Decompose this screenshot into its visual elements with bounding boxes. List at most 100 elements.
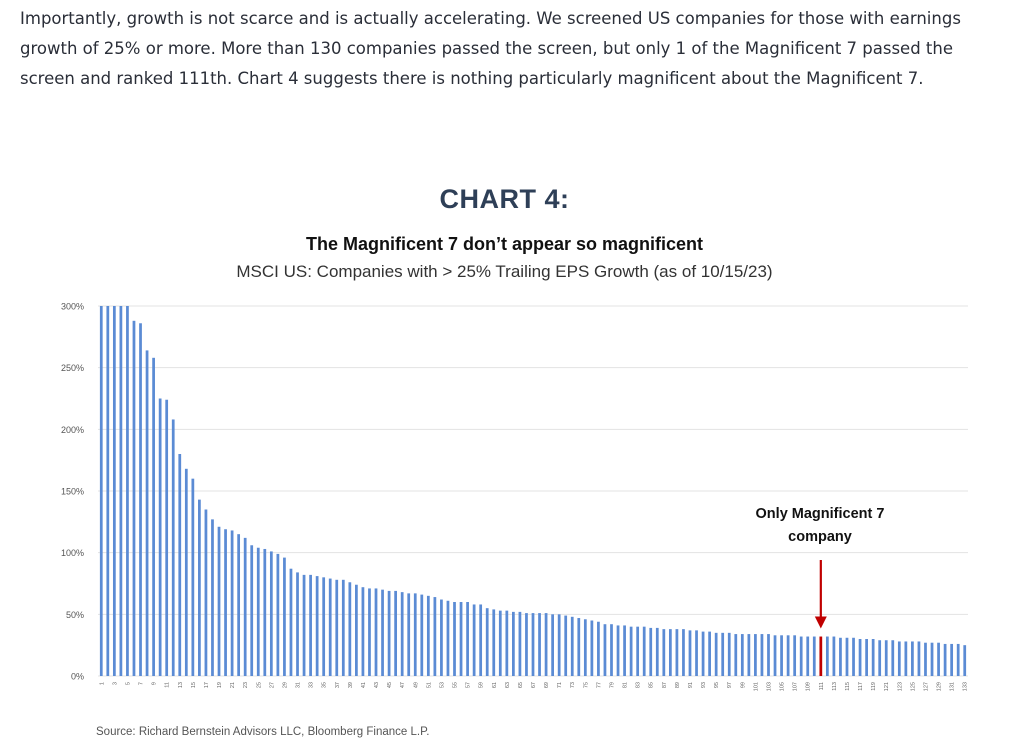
x-tick-label: 1 [99,682,105,685]
y-tick-label: 0% [71,672,84,682]
bar [590,620,594,676]
bar [597,621,600,676]
bar [381,589,384,676]
x-tick-label: 53 [439,682,445,688]
bar [99,306,103,676]
bar [498,610,502,676]
x-tick-label: 21 [230,682,236,688]
x-tick-label: 45 [387,682,393,688]
bar [668,629,672,676]
bar [302,574,306,676]
bar [734,634,738,676]
bar [348,582,352,676]
bar [224,529,227,676]
bar [662,629,666,676]
bar [433,597,437,676]
bar [106,306,110,676]
x-tick-label: 91 [688,682,694,688]
bar [237,534,241,676]
bar [283,557,286,676]
bar [230,530,234,676]
x-tick-label: 127 [923,682,929,691]
chart-source: Source: Richard Bernstein Advisors LLC, … [96,726,430,738]
bar [577,618,581,676]
bar [263,548,267,676]
x-tick-label: 99 [740,682,746,688]
bar [557,614,561,676]
x-tick-label: 113 [832,682,838,691]
bar [400,592,404,676]
x-tick-label: 63 [505,682,511,688]
bar [322,577,326,676]
x-tick-label: 77 [596,682,602,688]
bar [243,537,247,676]
x-tick-label: 105 [780,682,786,691]
bar [289,568,293,676]
x-tick-label: 103 [766,682,772,691]
bar [505,610,509,676]
bar [786,635,790,676]
bar [217,526,221,676]
bar [112,306,116,676]
y-tick-label: 150% [61,487,84,497]
bar [132,320,136,676]
bar [623,625,626,676]
bar [479,604,483,676]
x-tick-label: 7 [139,682,145,685]
bar [747,634,751,676]
bar [760,634,764,676]
x-tick-label: 15 [191,682,197,688]
bar [152,357,155,676]
x-tick-label: 79 [609,682,615,688]
bar [721,632,725,676]
x-tick-label: 47 [400,682,406,688]
bar [878,640,882,676]
bar [904,641,908,676]
bar [198,499,201,676]
x-tick-label: 101 [753,682,759,691]
bar [446,600,450,676]
bar [341,579,345,676]
bar [603,624,607,676]
bar [296,572,299,676]
bar [754,634,757,676]
bar [420,594,424,676]
bar [845,637,849,676]
x-tick-label: 29 [282,682,288,688]
bar [538,613,541,676]
bar [610,624,613,676]
bar [544,613,548,676]
bar [171,419,175,676]
x-tick-label: 43 [374,682,380,688]
x-tick-label: 19 [217,682,223,688]
bar [387,590,391,676]
chart-subtitle: MSCI US: Companies with > 25% Trailing E… [236,262,773,281]
bar [315,576,319,676]
x-tick-label: 75 [583,682,589,688]
x-tick-label: 61 [492,682,498,688]
bar [917,641,921,676]
bar [629,626,633,676]
bar [551,614,554,676]
bar [688,630,692,676]
x-tick-label: 39 [348,682,354,688]
bar [963,645,967,676]
y-tick-label: 100% [61,548,84,558]
bar [374,588,378,676]
bar [328,578,332,676]
bar [276,553,280,676]
bar [891,640,895,676]
x-tick-label: 119 [871,682,877,691]
bar [525,613,528,676]
intro-paragraph: Importantly, growth is not scarce and is… [20,9,961,88]
y-tick-label: 200% [61,425,84,435]
bar [839,637,842,676]
bar [165,399,169,676]
x-tick-label: 33 [309,682,315,688]
bar [126,306,129,676]
bar [897,641,901,676]
x-tick-label: 125 [910,682,916,691]
x-tick-label: 49 [413,682,419,688]
highlight-bar [819,636,823,676]
bar [472,604,476,676]
